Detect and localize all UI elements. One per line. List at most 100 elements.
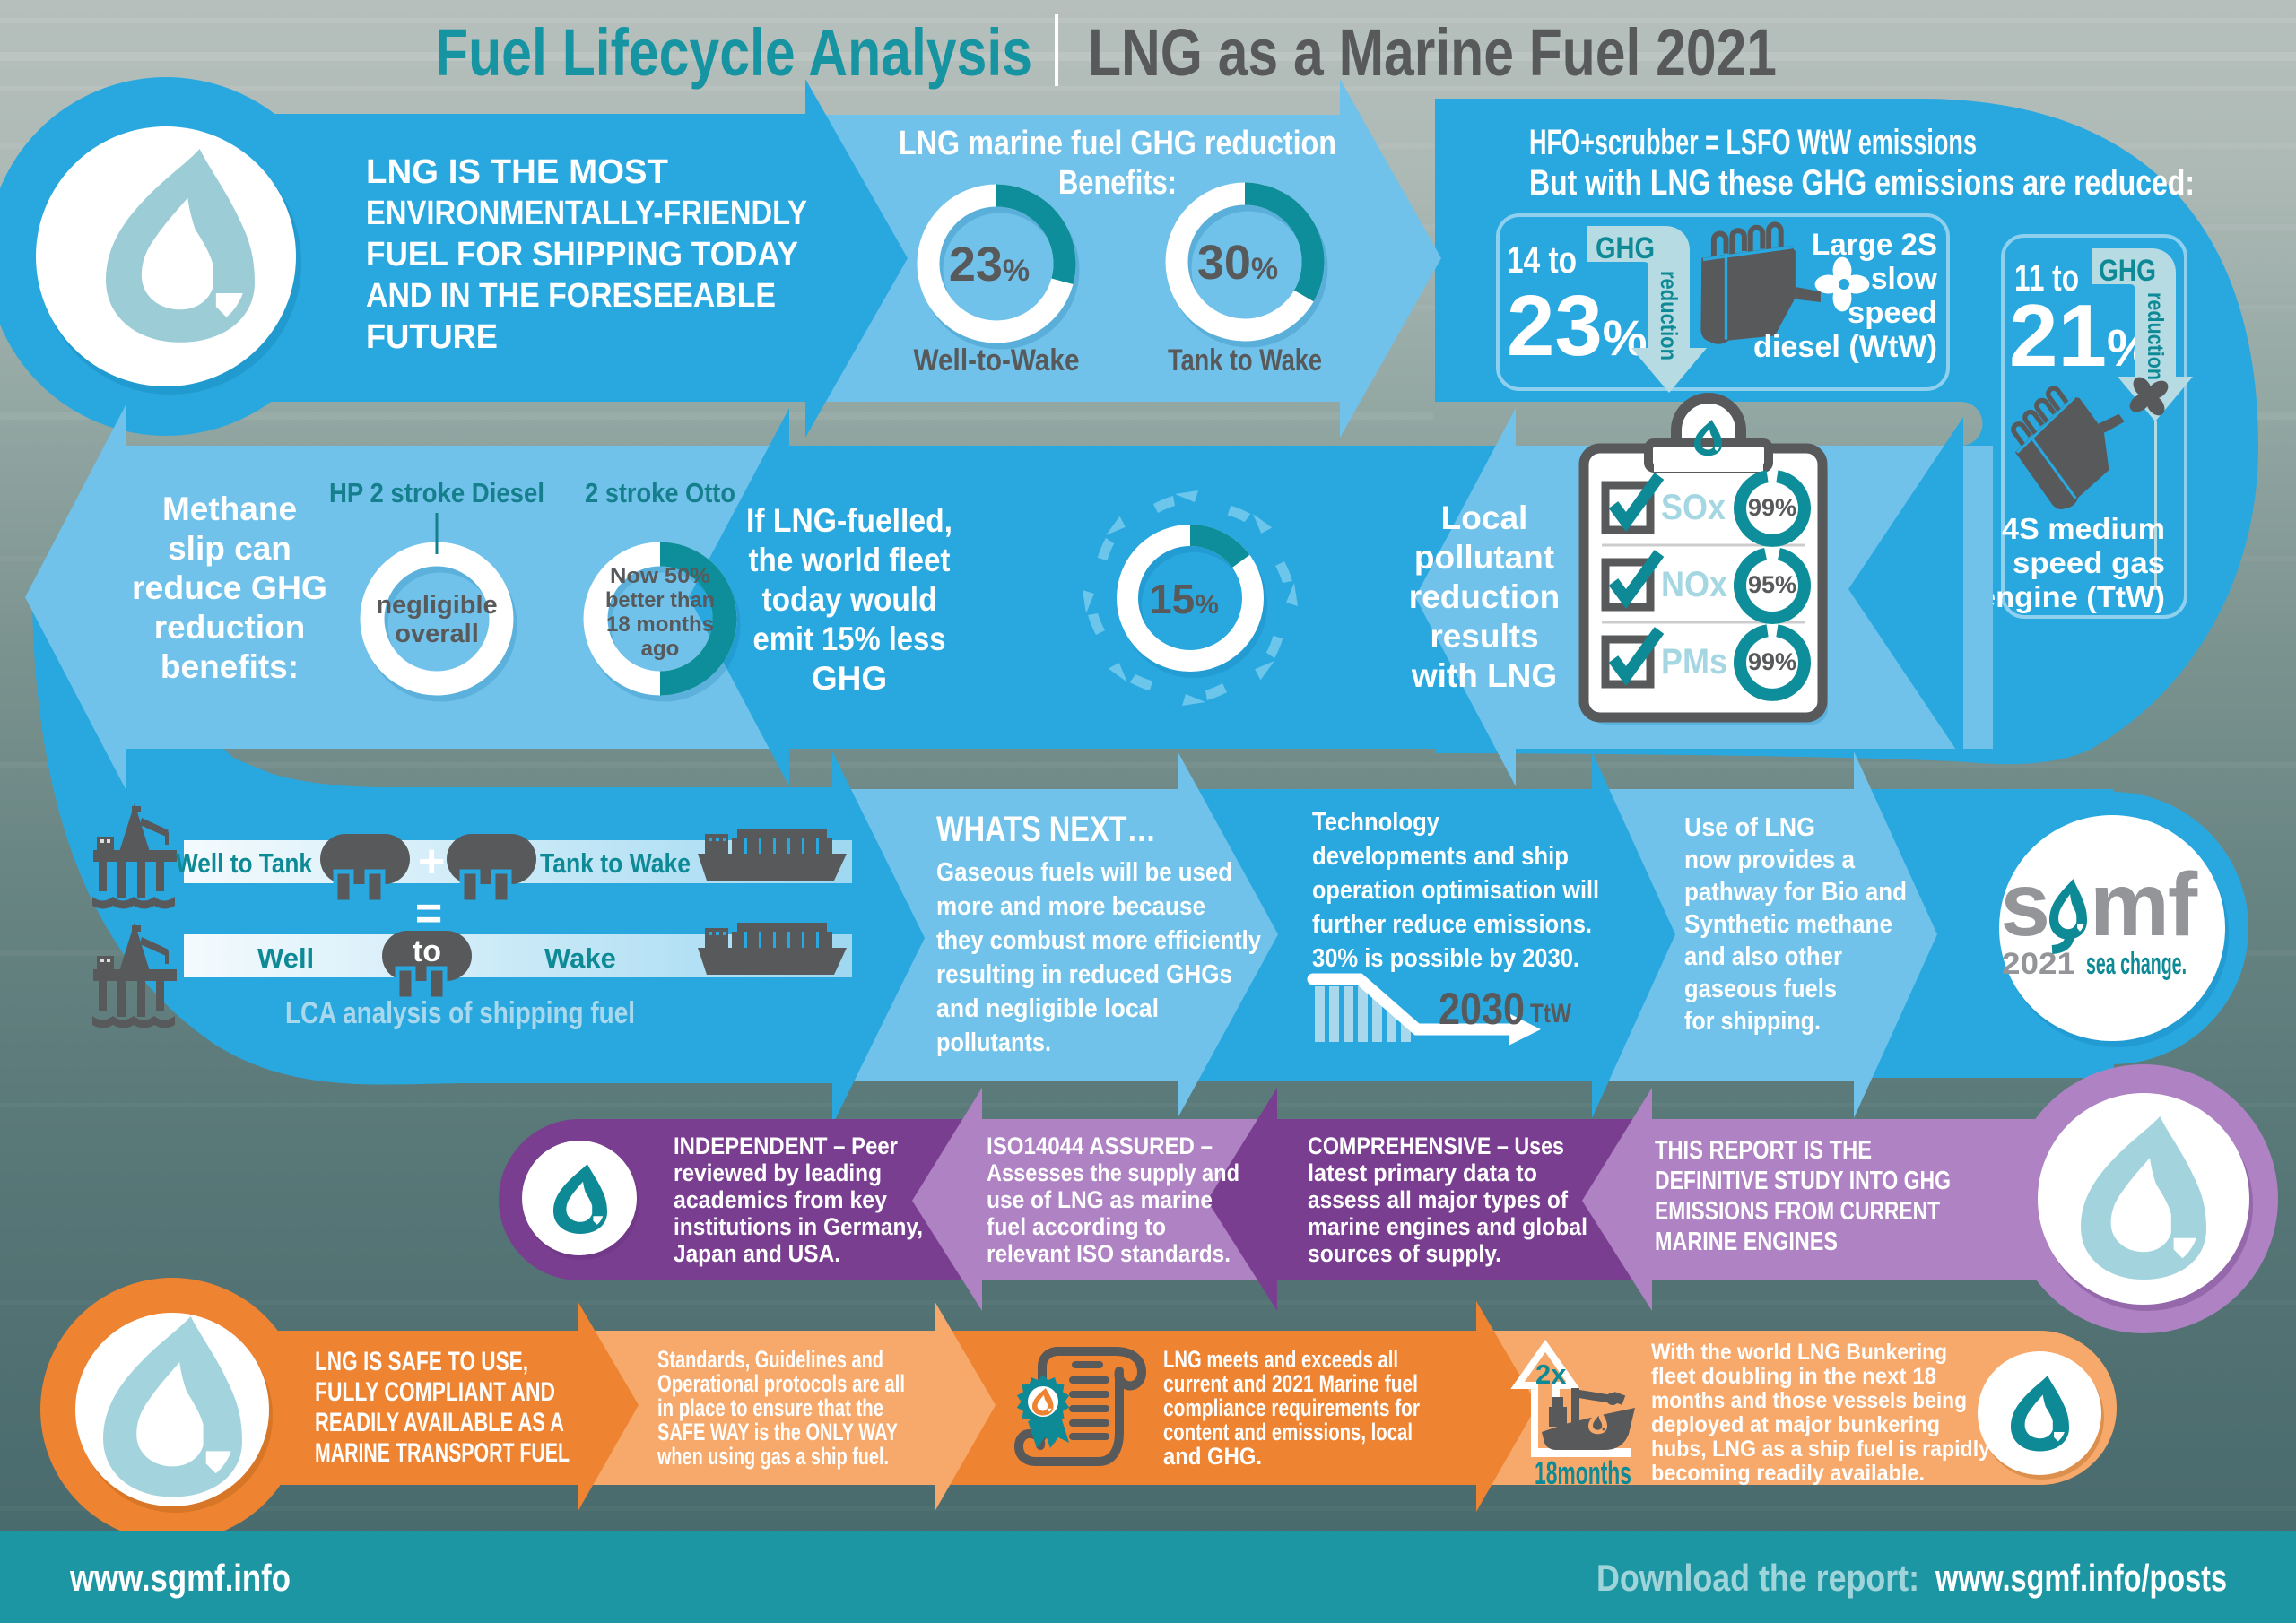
svg-text:Well: Well bbox=[257, 942, 314, 974]
svg-text:LNG IS THE MOST: LNG IS THE MOST bbox=[366, 153, 668, 191]
svg-text:Use of LNG: Use of LNG bbox=[1684, 813, 1815, 842]
svg-text:for shipping.: for shipping. bbox=[1684, 1007, 1821, 1036]
svg-text:use of LNG as marine: use of LNG as marine bbox=[987, 1186, 1213, 1213]
svg-text:30% is possible by 2030.: 30% is possible by 2030. bbox=[1312, 944, 1579, 973]
svg-text:ENVIRONMENTALLY-FRIENDLY: ENVIRONMENTALLY-FRIENDLY bbox=[366, 195, 807, 232]
svg-text:11 to: 11 to bbox=[2014, 256, 2079, 299]
svg-text:MARINE ENGINES: MARINE ENGINES bbox=[1655, 1228, 1838, 1256]
svg-text:emit 15% less: emit 15% less bbox=[753, 621, 946, 657]
svg-text:2 stroke Otto: 2 stroke Otto bbox=[585, 477, 735, 508]
svg-text:Gaseous fuels will be used: Gaseous fuels will be used bbox=[936, 858, 1232, 887]
svg-text:in place to ensure that the: in place to ensure that the bbox=[657, 1394, 883, 1421]
svg-text:speed gas: speed gas bbox=[2013, 546, 2165, 579]
svg-text:assess all major types of: assess all major types of bbox=[1308, 1186, 1569, 1213]
svg-text:95%: 95% bbox=[1748, 571, 1796, 598]
svg-text:2x: 2x bbox=[1535, 1358, 1567, 1390]
svg-text:pollutant: pollutant bbox=[1414, 539, 1554, 576]
svg-text:With the world LNG Bunkering: With the world LNG Bunkering bbox=[1651, 1340, 1947, 1365]
svg-text:now provides a: now provides a bbox=[1684, 846, 1856, 874]
svg-text:2030: 2030 bbox=[1439, 984, 1525, 1034]
svg-text:NOx: NOx bbox=[1661, 565, 1727, 604]
svg-text:when using gas a ship fuel.: when using gas a ship fuel. bbox=[657, 1443, 889, 1470]
svg-text:GHG: GHG bbox=[1596, 231, 1655, 265]
svg-text:HFO+scrubber = LSFO WtW emissi: HFO+scrubber = LSFO WtW emissions bbox=[1529, 123, 1977, 162]
svg-text:resulting in reduced GHGs: resulting in reduced GHGs bbox=[936, 960, 1232, 989]
svg-text:latest primary data to: latest primary data to bbox=[1308, 1159, 1537, 1186]
svg-text:reduction: reduction bbox=[1409, 578, 1561, 615]
svg-text:hubs, LNG as a ship fuel is ra: hubs, LNG as a ship fuel is rapidly bbox=[1651, 1436, 1990, 1462]
svg-text:to: to bbox=[413, 934, 441, 968]
svg-text:more and more because: more and more because bbox=[936, 892, 1205, 921]
svg-text:content and emissions, local: content and emissions, local bbox=[1163, 1419, 1413, 1445]
svg-text:www.sgmf.info: www.sgmf.info bbox=[69, 1557, 291, 1599]
svg-text:If LNG-fuelled,: If LNG-fuelled, bbox=[746, 502, 952, 539]
svg-text:2021: 2021 bbox=[2002, 947, 2075, 981]
svg-text:14 to: 14 to bbox=[1507, 239, 1577, 281]
svg-text:slip can: slip can bbox=[168, 530, 291, 567]
svg-text:negligible: negligible bbox=[376, 591, 497, 620]
svg-text:FUTURE: FUTURE bbox=[366, 318, 498, 356]
svg-text:pollutants.: pollutants. bbox=[936, 1028, 1051, 1057]
svg-text:Well-to-Wake: Well-to-Wake bbox=[914, 343, 1080, 378]
svg-text:engine (TtW): engine (TtW) bbox=[1979, 580, 2165, 613]
svg-text:developments and ship: developments and ship bbox=[1312, 842, 1569, 871]
svg-text:Fuel Lifecycle Analysis: Fuel Lifecycle Analysis bbox=[435, 15, 1032, 90]
svg-text:academics from key: academics from key bbox=[674, 1186, 887, 1213]
svg-text:GHG: GHG bbox=[2099, 254, 2156, 288]
svg-text:GHG: GHG bbox=[812, 660, 887, 697]
svg-text:speed: speed bbox=[1848, 296, 1937, 330]
svg-text:reduction: reduction bbox=[154, 609, 306, 646]
svg-text:ISO14044 ASSURED –: ISO14044 ASSURED – bbox=[987, 1133, 1213, 1159]
svg-text:fleet doubling in the next 18: fleet doubling in the next 18 bbox=[1651, 1364, 1936, 1389]
svg-text:relevant ISO standards.: relevant ISO standards. bbox=[987, 1240, 1231, 1267]
svg-text:Japan and USA.: Japan and USA. bbox=[674, 1240, 840, 1267]
svg-text:HP 2 stroke Diesel: HP 2 stroke Diesel bbox=[329, 477, 544, 508]
svg-text:DEFINITIVE STUDY INTO GHG: DEFINITIVE STUDY INTO GHG bbox=[1655, 1167, 1951, 1195]
svg-text:institutions in Germany,: institutions in Germany, bbox=[674, 1213, 923, 1240]
svg-text:READILY AVAILABLE AS A: READILY AVAILABLE AS A bbox=[315, 1408, 564, 1437]
svg-text:18 months: 18 months bbox=[606, 612, 714, 637]
svg-text:gaseous fuels: gaseous fuels bbox=[1684, 975, 1837, 1003]
svg-text:AND IN THE FORESEEABLE: AND IN THE FORESEEABLE bbox=[366, 277, 776, 315]
svg-text:INDEPENDENT – Peer: INDEPENDENT – Peer bbox=[674, 1133, 898, 1159]
svg-text:reduction: reduction bbox=[2143, 292, 2168, 380]
svg-text:s: s bbox=[2000, 855, 2050, 955]
svg-text:and GHG.: and GHG. bbox=[1163, 1443, 1262, 1470]
svg-text:reviewed by leading: reviewed by leading bbox=[674, 1159, 882, 1186]
svg-text:TtW: TtW bbox=[1530, 999, 1572, 1028]
svg-text:SOx: SOx bbox=[1661, 488, 1726, 527]
svg-text:Benefits:: Benefits: bbox=[1058, 164, 1177, 202]
svg-text:today would: today would bbox=[762, 581, 937, 618]
svg-text:LCA analysis of shipping fuel: LCA analysis of shipping fuel bbox=[285, 996, 635, 1030]
svg-text:marine engines and global: marine engines and global bbox=[1308, 1213, 1587, 1240]
svg-text:FULLY COMPLIANT AND: FULLY COMPLIANT AND bbox=[315, 1377, 555, 1407]
svg-text:SAFE WAY is the ONLY WAY: SAFE WAY is the ONLY WAY bbox=[657, 1419, 898, 1445]
svg-text:EMISSIONS FROM CURRENT: EMISSIONS FROM CURRENT bbox=[1655, 1197, 1940, 1226]
svg-text:99%: 99% bbox=[1748, 494, 1796, 521]
svg-text:WHATS NEXT…: WHATS NEXT… bbox=[936, 810, 1156, 849]
svg-text:Methane: Methane bbox=[162, 490, 297, 527]
svg-text:Large 2S: Large 2S bbox=[1812, 228, 1937, 262]
svg-text:18months: 18months bbox=[1535, 1454, 1631, 1491]
svg-text:and negligible local: and negligible local bbox=[936, 994, 1159, 1023]
svg-text:LNG as a Marine Fuel 2021: LNG as a Marine Fuel 2021 bbox=[1088, 15, 1777, 90]
svg-text:Synthetic methane: Synthetic methane bbox=[1684, 910, 1892, 939]
svg-text:compliance requirements for: compliance requirements for bbox=[1163, 1394, 1420, 1421]
svg-text:deployed at major bunkering: deployed at major bunkering bbox=[1651, 1412, 1940, 1437]
svg-text:COMPREHENSIVE – Uses: COMPREHENSIVE – Uses bbox=[1308, 1133, 1564, 1159]
svg-text:better than: better than bbox=[605, 588, 715, 612]
svg-text:LNG IS SAFE TO USE,: LNG IS SAFE TO USE, bbox=[315, 1347, 528, 1376]
svg-text:and also other: and also other bbox=[1684, 942, 1842, 971]
svg-text:LNG meets and exceeds all: LNG meets and exceeds all bbox=[1163, 1346, 1398, 1373]
svg-text:diesel (WtW): diesel (WtW) bbox=[1753, 330, 1937, 364]
svg-text:fuel according to: fuel according to bbox=[987, 1213, 1166, 1240]
svg-text:PMs: PMs bbox=[1661, 642, 1727, 681]
svg-text:with LNG: with LNG bbox=[1411, 657, 1557, 694]
svg-text:Standards, Guidelines and: Standards, Guidelines and bbox=[657, 1346, 883, 1373]
svg-text:99%: 99% bbox=[1748, 648, 1796, 675]
svg-text:overall: overall bbox=[395, 620, 479, 648]
svg-text:ago: ago bbox=[641, 637, 680, 661]
svg-text:Download the report:: Download the report: bbox=[1596, 1557, 1919, 1599]
svg-text:FUEL FOR SHIPPING TODAY: FUEL FOR SHIPPING TODAY bbox=[366, 236, 798, 273]
svg-text:www.sgmf.info/posts: www.sgmf.info/posts bbox=[1935, 1557, 2227, 1599]
